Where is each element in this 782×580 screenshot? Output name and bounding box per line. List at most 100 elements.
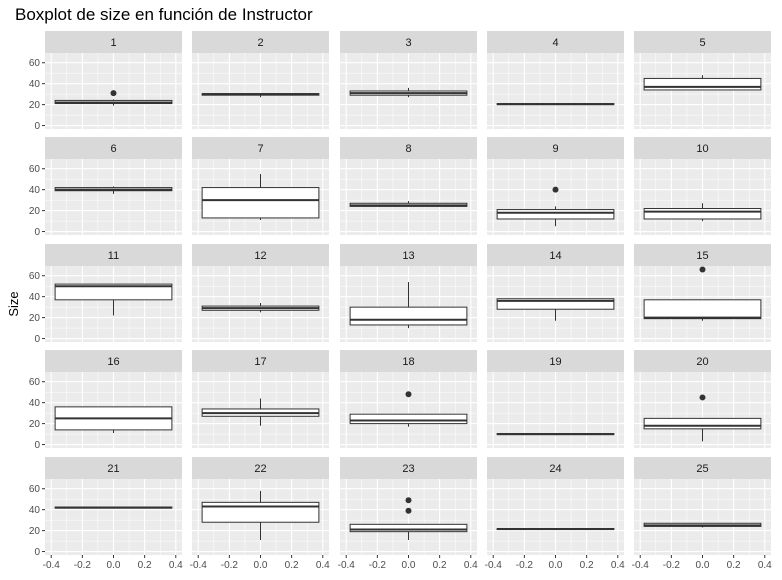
x-tick-label: -0.4 xyxy=(632,560,650,571)
facet-strip-label: 18 xyxy=(402,356,414,368)
box-iqr xyxy=(201,501,320,523)
y-tick-label: 0 xyxy=(34,334,40,345)
x-tick-label: 0.2 xyxy=(580,560,594,571)
box-iqr xyxy=(496,209,615,220)
box-iqr xyxy=(349,306,468,326)
facet-strip xyxy=(487,244,624,266)
outlier-point xyxy=(405,507,412,514)
box-iqr xyxy=(643,299,762,320)
facet-strip xyxy=(192,31,329,53)
facet-strip-label: 23 xyxy=(402,463,414,475)
facet-strip xyxy=(487,31,624,53)
facet-strip xyxy=(45,350,182,372)
x-tick-label: 0.0 xyxy=(549,560,563,571)
facet-strip xyxy=(340,31,477,53)
y-tick-label: 40 xyxy=(29,185,41,196)
facet-strip xyxy=(340,137,477,159)
outlier-point xyxy=(552,186,559,193)
y-tick-label: 20 xyxy=(29,526,41,537)
facet-strip xyxy=(45,457,182,479)
outlier-point xyxy=(110,90,117,97)
x-tick-label: -0.2 xyxy=(74,560,92,571)
x-tick-label: 0.4 xyxy=(169,560,183,571)
facet-strip xyxy=(634,350,771,372)
facet-strip xyxy=(192,457,329,479)
facet-strip xyxy=(634,244,771,266)
facet-strip-label: 4 xyxy=(552,37,558,49)
x-tick-label: -0.4 xyxy=(43,560,61,571)
facet-strip-label: 21 xyxy=(107,463,119,475)
y-axis-title: Size xyxy=(6,291,21,316)
facet-strip-label: 25 xyxy=(696,463,708,475)
box-iqr xyxy=(349,523,468,533)
facet-strip xyxy=(192,244,329,266)
x-tick-label: -0.2 xyxy=(369,560,387,571)
x-tick-label: 0.0 xyxy=(402,560,416,571)
y-tick-label: 20 xyxy=(29,100,41,111)
x-tick-label: 0.2 xyxy=(138,560,152,571)
y-tick-label: 0 xyxy=(34,227,40,238)
facet-strip-label: 12 xyxy=(254,250,266,262)
facet-strip-label: 7 xyxy=(257,143,263,155)
x-tick-label: 0.4 xyxy=(758,560,772,571)
box-iqr xyxy=(643,208,762,220)
facet-strip xyxy=(45,244,182,266)
y-tick-label: 60 xyxy=(29,271,41,282)
facet-strip-label: 1 xyxy=(110,37,116,49)
facet-strip xyxy=(192,350,329,372)
facet-strip xyxy=(634,457,771,479)
chart-title: Boxplot de size en función de Instructor xyxy=(15,5,313,24)
facet-strip xyxy=(340,350,477,372)
facet-strip xyxy=(634,31,771,53)
y-tick-label: 40 xyxy=(29,398,41,409)
facet-strip-label: 8 xyxy=(405,143,411,155)
box-iqr xyxy=(54,283,173,301)
facet-strip-label: 14 xyxy=(549,250,561,262)
facet-strip-label: 13 xyxy=(402,250,414,262)
x-tick-label: -0.2 xyxy=(663,560,681,571)
x-tick-label: 0.0 xyxy=(696,560,710,571)
x-tick-label: -0.2 xyxy=(516,560,534,571)
facet-strip-label: 19 xyxy=(549,356,561,368)
y-tick-label: 40 xyxy=(29,292,41,303)
y-tick-label: 20 xyxy=(29,419,41,430)
facet-strip xyxy=(487,350,624,372)
x-tick-label: 0.0 xyxy=(107,560,121,571)
facet-strip xyxy=(634,137,771,159)
facet-strip xyxy=(487,137,624,159)
y-tick-label: 60 xyxy=(29,164,41,175)
x-tick-label: -0.2 xyxy=(221,560,239,571)
y-tick-label: 60 xyxy=(29,377,41,388)
outlier-point xyxy=(699,394,706,401)
x-tick-label: 0.2 xyxy=(727,560,741,571)
x-tick-label: -0.4 xyxy=(485,560,503,571)
y-tick-label: 20 xyxy=(29,206,41,217)
facet-strip xyxy=(340,457,477,479)
y-tick-label: 40 xyxy=(29,505,41,516)
x-tick-label: 0.2 xyxy=(285,560,299,571)
facet-strip xyxy=(192,137,329,159)
facet-strip-label: 11 xyxy=(108,250,119,262)
facet-strip-label: 2 xyxy=(257,37,263,49)
facet-strip-label: 16 xyxy=(107,356,119,368)
y-tick-label: 0 xyxy=(34,440,40,451)
facet-strip-label: 9 xyxy=(552,143,558,155)
facet-strip-label: 24 xyxy=(549,463,561,475)
facet-strip xyxy=(45,137,182,159)
facet-strip-label: 3 xyxy=(405,37,411,49)
outlier-point xyxy=(405,391,412,398)
facet-strip-label: 20 xyxy=(696,356,708,368)
box-iqr xyxy=(643,77,762,91)
x-tick-label: 0.4 xyxy=(316,560,330,571)
box-iqr xyxy=(349,413,468,425)
facet-strip xyxy=(487,457,624,479)
x-tick-label: 0.0 xyxy=(254,560,268,571)
facet-strip xyxy=(45,31,182,53)
box-iqr xyxy=(496,298,615,310)
x-tick-label: -0.4 xyxy=(338,560,356,571)
box-iqr xyxy=(643,417,762,430)
x-tick-label: -0.4 xyxy=(190,560,208,571)
facet-strip-label: 10 xyxy=(696,143,708,155)
facet-strip-label: 6 xyxy=(110,143,116,155)
